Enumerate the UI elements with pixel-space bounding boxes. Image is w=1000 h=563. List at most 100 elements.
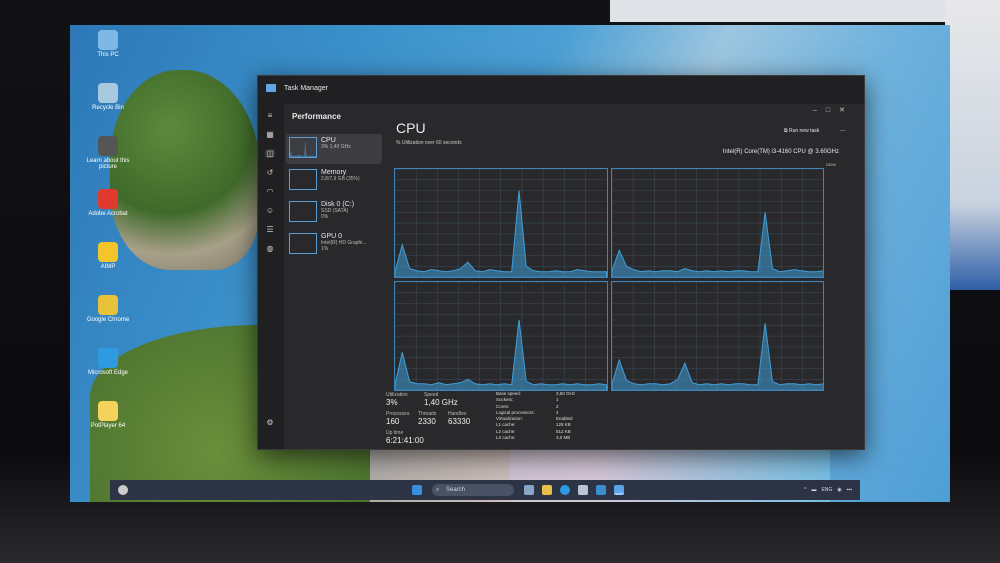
chevron-up-icon[interactable]: ^ [804,487,807,493]
device-thumbnail [289,201,317,222]
cpu-usage-area [611,212,823,278]
desktop-icon-label: AIMP [100,264,116,270]
desktop-icon-label: Recycle Bin [92,105,124,111]
store-icon[interactable] [578,485,588,495]
device-usage: 0% [321,214,329,220]
task-manager-taskbar-icon[interactable] [614,485,624,495]
desktop-icons: This PC Recycle Bin Learn about this pictu… [78,30,138,454]
search-placeholder: Search [446,487,466,493]
spec-value: 1 [556,397,559,403]
desktop-icon[interactable]: This PC [78,30,138,78]
spec-value: 3,0 MB [556,435,571,441]
widgets-icon[interactable] [118,485,128,495]
desktop-icon[interactable]: Learn about this picture [78,136,138,184]
start-button[interactable] [412,485,422,495]
clock[interactable]: ▪▪▪ [846,487,852,493]
spec-label: Virtualization: [496,416,523,422]
task-view-icon[interactable] [524,485,534,495]
device-item[interactable]: GPU 0 Intel(R) HD Graphi... 1% [286,230,382,260]
cpu-usage-area [290,141,316,157]
device-usage: 1% [321,246,329,252]
threads-value: 2330 [418,417,436,426]
device-item[interactable]: Memory 2,8/7,9 GB (35%) [286,166,382,196]
task-manager-window: Task Manager ≡ ▦ ◫ ↺ ◠ ☺ ☰ ◍ ⚙ Performan… [257,75,865,450]
spec-row: Virtualization: Enabled [496,416,575,422]
cpu-core-graph [610,168,824,279]
device-thumbnail [289,137,317,158]
search-box[interactable]: ⌕ Search [432,484,514,496]
users-icon[interactable]: ☺ [265,206,275,215]
device-item[interactable]: Disk 0 (C:) SSD (SATA) 0% [286,198,382,228]
processes-value: 160 [386,417,400,426]
nav-rail: ≡ ▦ ◫ ↺ ◠ ☺ ☰ ◍ ⚙ [258,102,282,451]
device-item[interactable]: CPU 3% 1,40 GHz [286,134,382,164]
edge-icon[interactable] [560,485,570,495]
handles-label: Handles [448,411,467,417]
speed-label: Speed [424,392,439,398]
app-icon [98,242,118,262]
cpu-graphs [394,168,824,392]
run-new-task-button[interactable]: ⧉ Run new task [784,128,819,134]
utilization-stat-label: Utilization [386,392,408,398]
spec-value: 2 [556,403,559,409]
services-icon[interactable]: ◍ [266,244,274,253]
close-button[interactable]: ✕ [839,107,854,114]
desktop-icon[interactable]: Microsoft Edge [78,348,138,396]
spec-row: Cores: 2 [496,404,575,410]
file-explorer-icon[interactable] [542,485,552,495]
language-indicator[interactable]: ENG [821,487,833,493]
spec-value: Enabled [556,416,573,422]
network-icon[interactable]: ▬ [811,487,817,493]
device-detail: 3% 1,40 GHz [321,144,351,150]
desktop-icon[interactable]: Google Chrome [78,295,138,343]
axis-max-label: 100% [825,162,836,167]
app-icon [98,83,118,103]
processes-icon[interactable]: ▦ [266,130,274,139]
more-options-button[interactable]: ... [840,126,846,133]
desktop-icon[interactable]: AIMP [78,242,138,290]
device-name: CPU [321,137,336,144]
cpu-core-graph [610,281,824,392]
uptime-value: 6:21:41:00 [386,436,424,445]
search-icon: ⌕ [436,487,440,493]
startup-apps-icon[interactable]: ◠ [266,187,274,196]
cpu-stats: Utilization 3% Speed 1,40 GHz Processes 160… [386,392,491,448]
app-history-icon[interactable]: ↺ [266,168,274,177]
spec-row: L1 cache: 128 KB [496,422,575,428]
desktop-icon[interactable]: PotPlayer 64 [78,401,138,449]
spec-value: 512 KB [556,428,571,434]
task-manager-app-icon [266,84,276,92]
device-thumbnail [289,169,317,190]
performance-icon[interactable]: ◫ [265,149,275,158]
threads-label: Threads [418,411,437,417]
spec-label: L1 cache: [496,422,516,428]
performance-panel: Performance –□✕ CPU 3% 1,40 GHz Memory 2,8/… [284,104,864,449]
spec-label: L3 cache: [496,435,516,441]
desktop-icon-label: This PC [97,52,119,58]
cpu-heading: CPU [396,120,426,136]
mail-icon[interactable] [596,485,606,495]
desktop-icon[interactable]: Recycle Bin [78,83,138,131]
speed-value: 1,40 GHz [424,398,458,407]
settings-icon[interactable]: ⚙ [266,418,274,427]
volume-icon[interactable]: ◉ [837,487,842,493]
window-title: Task Manager [284,85,328,92]
section-title: Performance [292,112,341,121]
device-thumbnail [289,233,317,254]
menu-icon[interactable]: ≡ [267,111,273,120]
app-icon [98,189,118,209]
app-icon [98,348,118,368]
background-monitor [610,0,1000,22]
minimize-button[interactable]: – [812,107,826,114]
desktop-icon[interactable]: Adobe Acrobat [78,189,138,237]
details-icon[interactable]: ☰ [266,225,274,234]
device-detail: 2,8/7,9 GB (35%) [321,176,360,182]
maximize-button[interactable]: □ [825,107,840,114]
spec-row: Logical processors: 4 [496,410,575,416]
spec-label: Cores: [496,403,510,409]
app-icon [98,30,118,50]
desktop-icon-label: Adobe Acrobat [88,211,128,217]
processes-label: Processes [386,411,410,417]
run-task-icon: ⧉ [784,128,789,134]
device-detail: Intel(R) HD Graphi... [321,240,367,246]
